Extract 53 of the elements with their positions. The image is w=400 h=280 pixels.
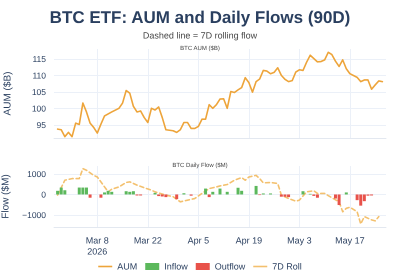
bar — [78, 188, 81, 194]
bar — [302, 191, 304, 194]
bar — [175, 194, 178, 200]
legend-label: AUM — [117, 262, 138, 272]
bar — [287, 194, 290, 198]
bar — [362, 194, 366, 202]
bar — [316, 194, 319, 198]
x-tick-label: May 3 — [287, 236, 312, 246]
bar — [110, 192, 114, 194]
x-tick-label: Mar 8 2026 — [86, 236, 109, 256]
x-tick-label: Mar 22 — [134, 236, 162, 246]
legend-label: Inflow — [164, 262, 188, 272]
bar — [218, 188, 222, 194]
line-series — [56, 51, 384, 138]
y-tick-label: 100 — [32, 103, 46, 114]
bar — [208, 194, 211, 198]
x-tick-label: May 17 — [335, 236, 365, 246]
chart-subtitle: Dashed line = 7D rolling flow — [142, 30, 258, 40]
legend-label: Outflow — [214, 262, 246, 272]
y-tick-label: 95 — [36, 120, 46, 130]
y-axis-title: Flow ($M) — [0, 174, 12, 219]
legend-label: 7D Roll — [272, 262, 302, 272]
bar — [99, 194, 102, 198]
line-series — [56, 168, 380, 225]
bar — [240, 190, 244, 194]
chart-title: BTC ETF: AUM and Daily Flows (90D) — [50, 8, 350, 27]
bar — [164, 194, 168, 198]
bar — [226, 192, 229, 194]
bar — [84, 188, 88, 194]
y-axis-title: AUM ($B) — [2, 72, 14, 116]
y-tick-label: 115 — [32, 54, 46, 64]
bar — [132, 191, 135, 194]
bar — [236, 188, 240, 194]
bar — [88, 194, 92, 198]
y-tick-label: −1000 — [22, 210, 46, 220]
bar — [254, 186, 258, 194]
bar — [124, 191, 128, 194]
y-tick-label: 110 — [32, 70, 46, 80]
y-tick-label: 1000 — [27, 169, 46, 180]
x-tick-label: Apr 5 — [188, 236, 210, 246]
bar — [63, 190, 66, 194]
bar — [56, 190, 60, 194]
bar — [60, 188, 63, 194]
bar — [359, 194, 362, 206]
bar — [211, 192, 214, 194]
bar — [81, 188, 84, 194]
bar — [106, 190, 110, 194]
y-tick-label: 105 — [32, 86, 46, 97]
y-tick-label: 0 — [41, 189, 46, 200]
x-tick-label: Apr 19 — [236, 236, 262, 246]
bar — [128, 192, 132, 194]
bar — [338, 194, 341, 206]
bar — [204, 188, 208, 194]
